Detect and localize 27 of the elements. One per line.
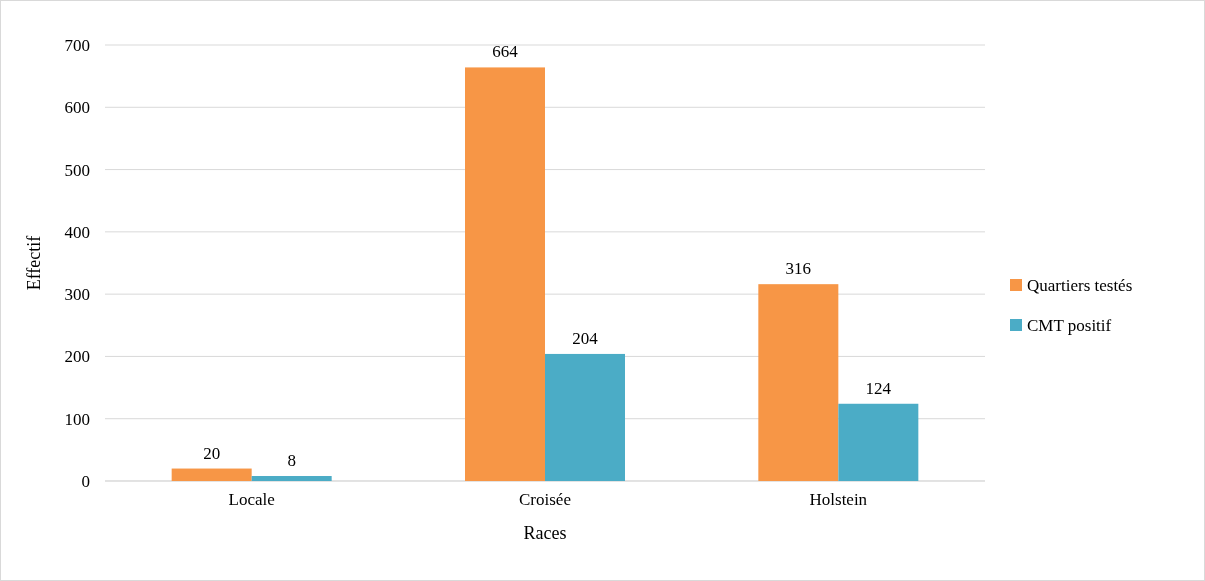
bar xyxy=(465,67,545,481)
bar xyxy=(545,353,625,481)
x-tick-label: Croisée xyxy=(519,490,571,509)
data-label: 20 xyxy=(203,443,221,463)
data-label: 316 xyxy=(785,259,812,279)
bar xyxy=(251,476,332,481)
data-label: 664 xyxy=(492,42,519,62)
data-label: 204 xyxy=(572,328,599,348)
y-tick-label: 100 xyxy=(64,409,90,429)
y-tick-label: 400 xyxy=(64,222,90,242)
bar xyxy=(758,284,839,481)
legend-label: CMT positif xyxy=(1027,315,1112,335)
x-axis-title: Races xyxy=(523,523,567,543)
y-tick-label: 600 xyxy=(64,98,90,118)
y-tick-label: 300 xyxy=(64,285,90,305)
y-tick-label: 700 xyxy=(64,35,90,55)
legend-label: Quartiers testés xyxy=(1027,275,1133,295)
x-tick-label: Locale xyxy=(228,490,275,509)
y-tick-label: 500 xyxy=(64,160,90,180)
bar xyxy=(171,468,252,481)
data-label: 8 xyxy=(287,451,296,471)
y-tick-label: 0 xyxy=(81,471,90,491)
y-tick-label: 200 xyxy=(64,347,90,367)
bar xyxy=(838,403,919,481)
y-axis-title: Effectif xyxy=(24,235,44,291)
data-label: 124 xyxy=(865,378,892,398)
x-tick-label: Holstein xyxy=(809,490,868,509)
